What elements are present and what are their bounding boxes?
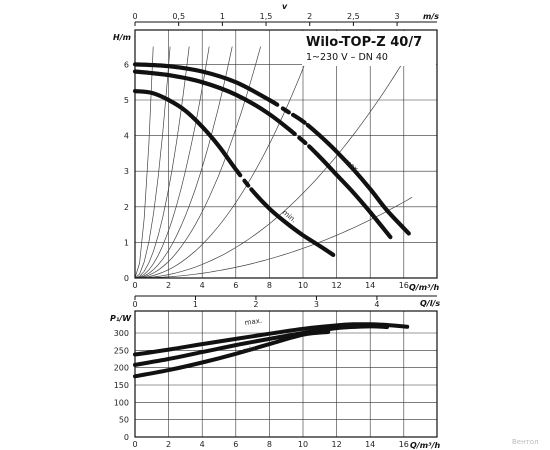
power-y-tick-label: 100 [114,398,129,407]
head-y-tick-label: 1 [124,238,129,247]
head-y-tick-label: 0 [124,274,129,283]
power-y-label: P₁/W [110,314,132,323]
head-x-tick-label: 14 [365,281,375,290]
flow-ls-tick-label: 0 [132,300,137,309]
power-x-tick-label: 12 [332,440,342,449]
flow-ls-axis: 0 1 2 3 4 [132,295,437,309]
head-y-tick-label: 6 [124,60,129,69]
system-curve [135,196,413,279]
power-x-tick-label: 14 [365,440,375,449]
velocity-symbol: v [282,2,288,11]
velocity-axis-label: m/s [423,12,439,21]
system-curve [134,46,312,279]
velocity-tick-label: 2 [307,12,312,21]
power-x-label: Q/m³/h [410,441,440,450]
velocity-axis: 0 0,5 1 1,5 2 2,5 3 [132,12,437,26]
flow-ls-axis-label: Q/l/s [420,299,440,308]
velocity-tick-label: 0,5 [172,12,185,21]
head-x-label: Q/m³/h [409,283,439,292]
power-tick-labels: 0 2 4 6 8 10 12 14 16 0 50 100 150 200 250 300 [114,329,409,449]
power-x-tick-label: 0 [132,440,137,449]
head-x-tick-label: 12 [332,281,342,290]
flow-ls-tick-label: 2 [253,300,258,309]
velocity-tick-label: 0 [132,12,137,21]
head-y-tick-label: 4 [124,132,129,141]
power-y-tick-label: 300 [114,329,129,338]
head-curve-min [132,89,336,257]
flow-ls-tick-label: 3 [314,300,319,309]
head-x-tick-label: 16 [399,281,409,290]
power-x-tick-label: 4 [200,440,205,449]
head-x-tick-label: 4 [200,281,205,290]
power-min-annotation: min. [242,344,259,355]
chart-title: Wilo-TOP-Z 40/7 [306,35,422,50]
title-box [302,31,436,66]
velocity-tick-label: 1 [220,12,225,21]
flow-ls-tick-label: 4 [374,300,379,309]
power-x-tick-label: 16 [399,440,409,449]
system-curves [134,46,413,279]
head-y-tick-label: 3 [124,167,129,176]
head-curve-mid [132,69,393,240]
system-curve [134,46,233,279]
system-curve [134,46,210,279]
power-y-tick-label: 250 [114,346,129,355]
system-curve [134,47,413,279]
head-series [132,62,411,257]
flow-ls-tick-label: 1 [193,300,198,309]
velocity-tick-label: 1,5 [260,12,273,21]
system-curve [134,46,154,279]
power-y-tick-label: 50 [119,416,129,425]
power-x-tick-label: 8 [267,440,272,449]
power-series [133,322,410,379]
system-curve [134,46,261,279]
head-y-label: H/m [113,33,131,42]
power-y-tick-label: 0 [124,433,129,442]
head-x-tick-label: 0 [132,281,137,290]
head-x-tick-label: 6 [233,281,238,290]
head-y-tick-label: 2 [124,203,129,212]
chart-subtitle: 1~230 V – DN 40 [306,52,388,63]
power-curve-mid [133,324,389,367]
head-plot-frame [134,29,438,279]
head-x-tick-label: 8 [267,281,272,290]
power-y-tick-label: 150 [114,381,129,390]
power-max-annotation: max. [244,317,262,327]
watermark: Вентол [512,438,539,446]
power-plot-frame [134,310,438,438]
head-curve-max [132,62,411,236]
power-curve-min [133,330,331,379]
power-x-tick-label: 6 [233,440,238,449]
velocity-tick-label: 2,5 [347,12,360,21]
velocity-tick-label: 3 [395,12,400,21]
system-curve [134,46,171,279]
power-y-tick-label: 200 [114,364,129,373]
system-curve [134,46,190,279]
power-x-tick-label: 2 [166,440,171,449]
head-y-tick-label: 5 [124,96,129,105]
power-x-tick-label: 10 [298,440,308,449]
head-x-tick-label: 10 [298,281,308,290]
head-x-tick-label: 2 [166,281,171,290]
